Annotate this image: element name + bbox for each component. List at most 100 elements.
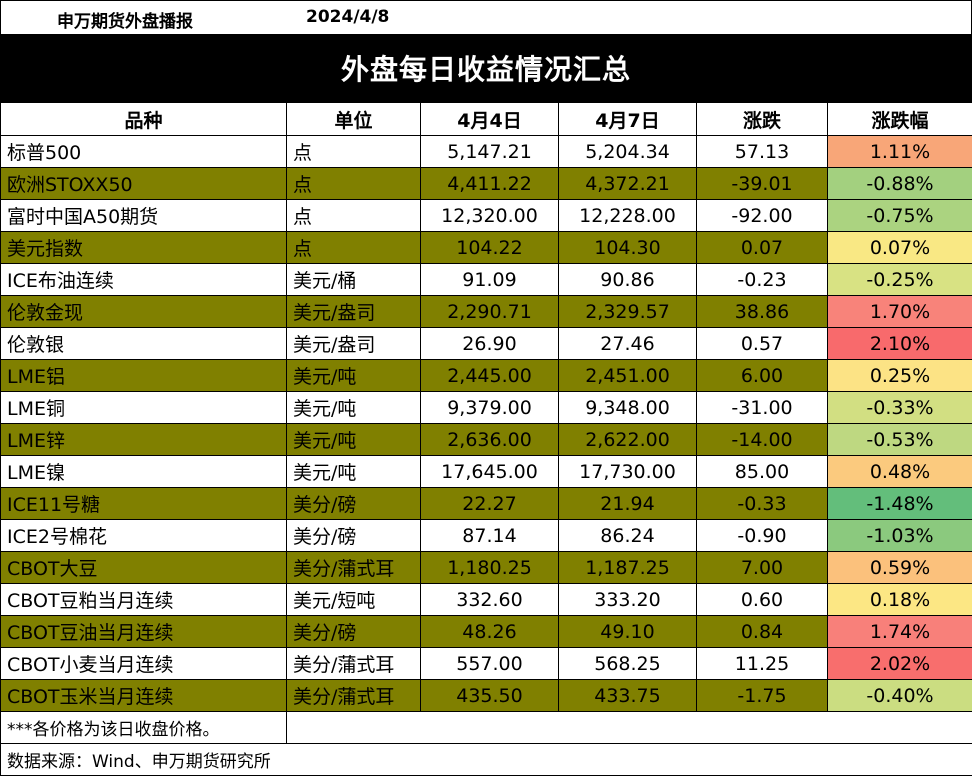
change-cell: 0.07 <box>696 231 828 264</box>
change-cell: -31.00 <box>696 391 828 424</box>
table-row: CBOT豆油当月连续 美分/磅 48.26 49.10 0.84 1.74% <box>0 615 972 648</box>
table-row: LME铜 美元/吨 9,379.00 9,348.00 -31.00 -0.33% <box>0 391 972 424</box>
change-pct-cell: 2.02% <box>827 647 972 680</box>
report-date: 2024/4/8 <box>306 7 390 27</box>
prev-close-cell: 2,290.71 <box>420 295 559 328</box>
unit-cell: 美元/吨 <box>286 391 421 424</box>
column-header-change-pct: 涨跌幅 <box>827 102 972 136</box>
instrument-name-cell: LME镍 <box>0 455 287 488</box>
instrument-name-cell: LME铜 <box>0 391 287 424</box>
curr-close-cell: 5,204.34 <box>558 135 697 168</box>
unit-cell: 美元/吨 <box>286 423 421 456</box>
curr-close-cell: 4,372.21 <box>558 167 697 200</box>
unit-cell: 美分/磅 <box>286 487 421 520</box>
prev-close-cell: 17,645.00 <box>420 455 559 488</box>
curr-close-cell: 90.86 <box>558 263 697 296</box>
change-cell: 7.00 <box>696 551 828 584</box>
prev-close-cell: 22.27 <box>420 487 559 520</box>
change-pct-cell: 0.59% <box>827 551 972 584</box>
unit-cell: 美元/桶 <box>286 263 421 296</box>
curr-close-cell: 568.25 <box>558 647 697 680</box>
unit-cell: 点 <box>286 231 421 264</box>
prev-close-cell: 26.90 <box>420 327 559 360</box>
source-row: 数据来源：Wind、申万期货研究所 <box>0 743 972 776</box>
table-body: 标普500 点 5,147.21 5,204.34 57.13 1.11% 欧洲STOXX5… <box>0 135 972 712</box>
change-pct-cell: -0.33% <box>827 391 972 424</box>
change-pct-cell: 2.10% <box>827 327 972 360</box>
unit-cell: 美元/盎司 <box>286 327 421 360</box>
table-row: 富时中国A50期货点 12,320.00 12,228.00 -92.00 -0.75% <box>0 199 972 232</box>
prev-close-cell: 5,147.21 <box>420 135 559 168</box>
change-cell: -0.90 <box>696 519 828 552</box>
prev-close-cell: 12,320.00 <box>420 199 559 232</box>
unit-cell: 点 <box>286 199 421 232</box>
change-pct-cell: 0.07% <box>827 231 972 264</box>
change-pct-cell: -0.40% <box>827 679 972 712</box>
curr-close-cell: 12,228.00 <box>558 199 697 232</box>
table-row: LME铝 美元/吨 2,445.00 2,451.00 6.00 0.25% <box>0 359 972 392</box>
table-row: 伦敦银 美元/盎司 26.90 27.46 0.57 2.10% <box>0 327 972 360</box>
curr-close-cell: 2,329.57 <box>558 295 697 328</box>
instrument-name-cell: LME铝 <box>0 359 287 392</box>
top-bar: 申万期货外盘播报 2024/4/8 <box>0 0 972 34</box>
unit-cell: 美元/吨 <box>286 359 421 392</box>
table-row: CBOT玉米当月连续 美分/蒲式耳 435.50 433.75 -1.75 -0.40% <box>0 679 972 712</box>
instrument-name-cell: CBOT大豆 <box>0 551 287 584</box>
prev-close-cell: 2,636.00 <box>420 423 559 456</box>
prev-close-cell: 91.09 <box>420 263 559 296</box>
curr-close-cell: 104.30 <box>558 231 697 264</box>
curr-close-cell: 333.20 <box>558 583 697 616</box>
change-cell: -92.00 <box>696 199 828 232</box>
change-pct-cell: -0.25% <box>827 263 972 296</box>
table-row: 标普500 点 5,147.21 5,204.34 57.13 1.11% <box>0 135 972 168</box>
column-header-unit: 单位 <box>286 102 421 136</box>
change-pct-cell: 1.74% <box>827 615 972 648</box>
change-pct-cell: 1.11% <box>827 135 972 168</box>
curr-close-cell: 21.94 <box>558 487 697 520</box>
instrument-name-cell: CBOT豆油当月连续 <box>0 615 287 648</box>
change-cell: 0.84 <box>696 615 828 648</box>
change-pct-cell: -1.03% <box>827 519 972 552</box>
unit-cell: 美分/蒲式耳 <box>286 679 421 712</box>
instrument-name-cell: LME锌 <box>0 423 287 456</box>
brand-label: 申万期货外盘播报 <box>57 12 193 32</box>
change-cell: 0.60 <box>696 583 828 616</box>
unit-cell: 美分/蒲式耳 <box>286 647 421 680</box>
unit-cell: 美分/磅 <box>286 519 421 552</box>
change-cell: 11.25 <box>696 647 828 680</box>
change-cell: 6.00 <box>696 359 828 392</box>
table-row: ICE布油连续 美元/桶 91.09 90.86 -0.23 -0.25% <box>0 263 972 296</box>
prev-close-cell: 104.22 <box>420 231 559 264</box>
change-cell: 38.86 <box>696 295 828 328</box>
change-pct-cell: -1.48% <box>827 487 972 520</box>
change-pct-cell: 0.25% <box>827 359 972 392</box>
table-row: CBOT大豆 美分/蒲式耳 1,180.25 1,187.25 7.00 0.59% <box>0 551 972 584</box>
instrument-name-cell: 伦敦金现 <box>0 295 287 328</box>
prev-close-cell: 48.26 <box>420 615 559 648</box>
unit-cell: 美分/蒲式耳 <box>286 551 421 584</box>
change-cell: 0.57 <box>696 327 828 360</box>
curr-close-cell: 2,451.00 <box>558 359 697 392</box>
table-row: 欧洲STOXX50 点 4,411.22 4,372.21 -39.01 -0.88% <box>0 167 972 200</box>
note-row: ***各价格为该日收盘价格。 <box>0 711 972 744</box>
instrument-name-cell: ICE布油连续 <box>0 263 287 296</box>
change-pct-cell: 0.18% <box>827 583 972 616</box>
change-cell: -0.23 <box>696 263 828 296</box>
prev-close-cell: 2,445.00 <box>420 359 559 392</box>
note-filler <box>286 711 972 744</box>
change-pct-cell: 0.48% <box>827 455 972 488</box>
column-header-curr-date: 4月7日 <box>558 102 697 136</box>
price-note: ***各价格为该日收盘价格。 <box>0 711 287 744</box>
curr-close-cell: 1,187.25 <box>558 551 697 584</box>
instrument-name-cell: 标普500 <box>0 135 287 168</box>
table-row: ICE11号糖 美分/磅 22.27 21.94 -0.33 -1.48% <box>0 487 972 520</box>
instrument-name-cell: 富时中国A50期货 <box>0 199 287 232</box>
change-cell: -0.33 <box>696 487 828 520</box>
instrument-name-cell: CBOT玉米当月连续 <box>0 679 287 712</box>
change-pct-cell: 1.70% <box>827 295 972 328</box>
table-row: LME锌 美元/吨 2,636.00 2,622.00 -14.00 -0.53% <box>0 423 972 456</box>
instrument-name-cell: CBOT小麦当月连续 <box>0 647 287 680</box>
unit-cell: 点 <box>286 167 421 200</box>
prev-close-cell: 435.50 <box>420 679 559 712</box>
